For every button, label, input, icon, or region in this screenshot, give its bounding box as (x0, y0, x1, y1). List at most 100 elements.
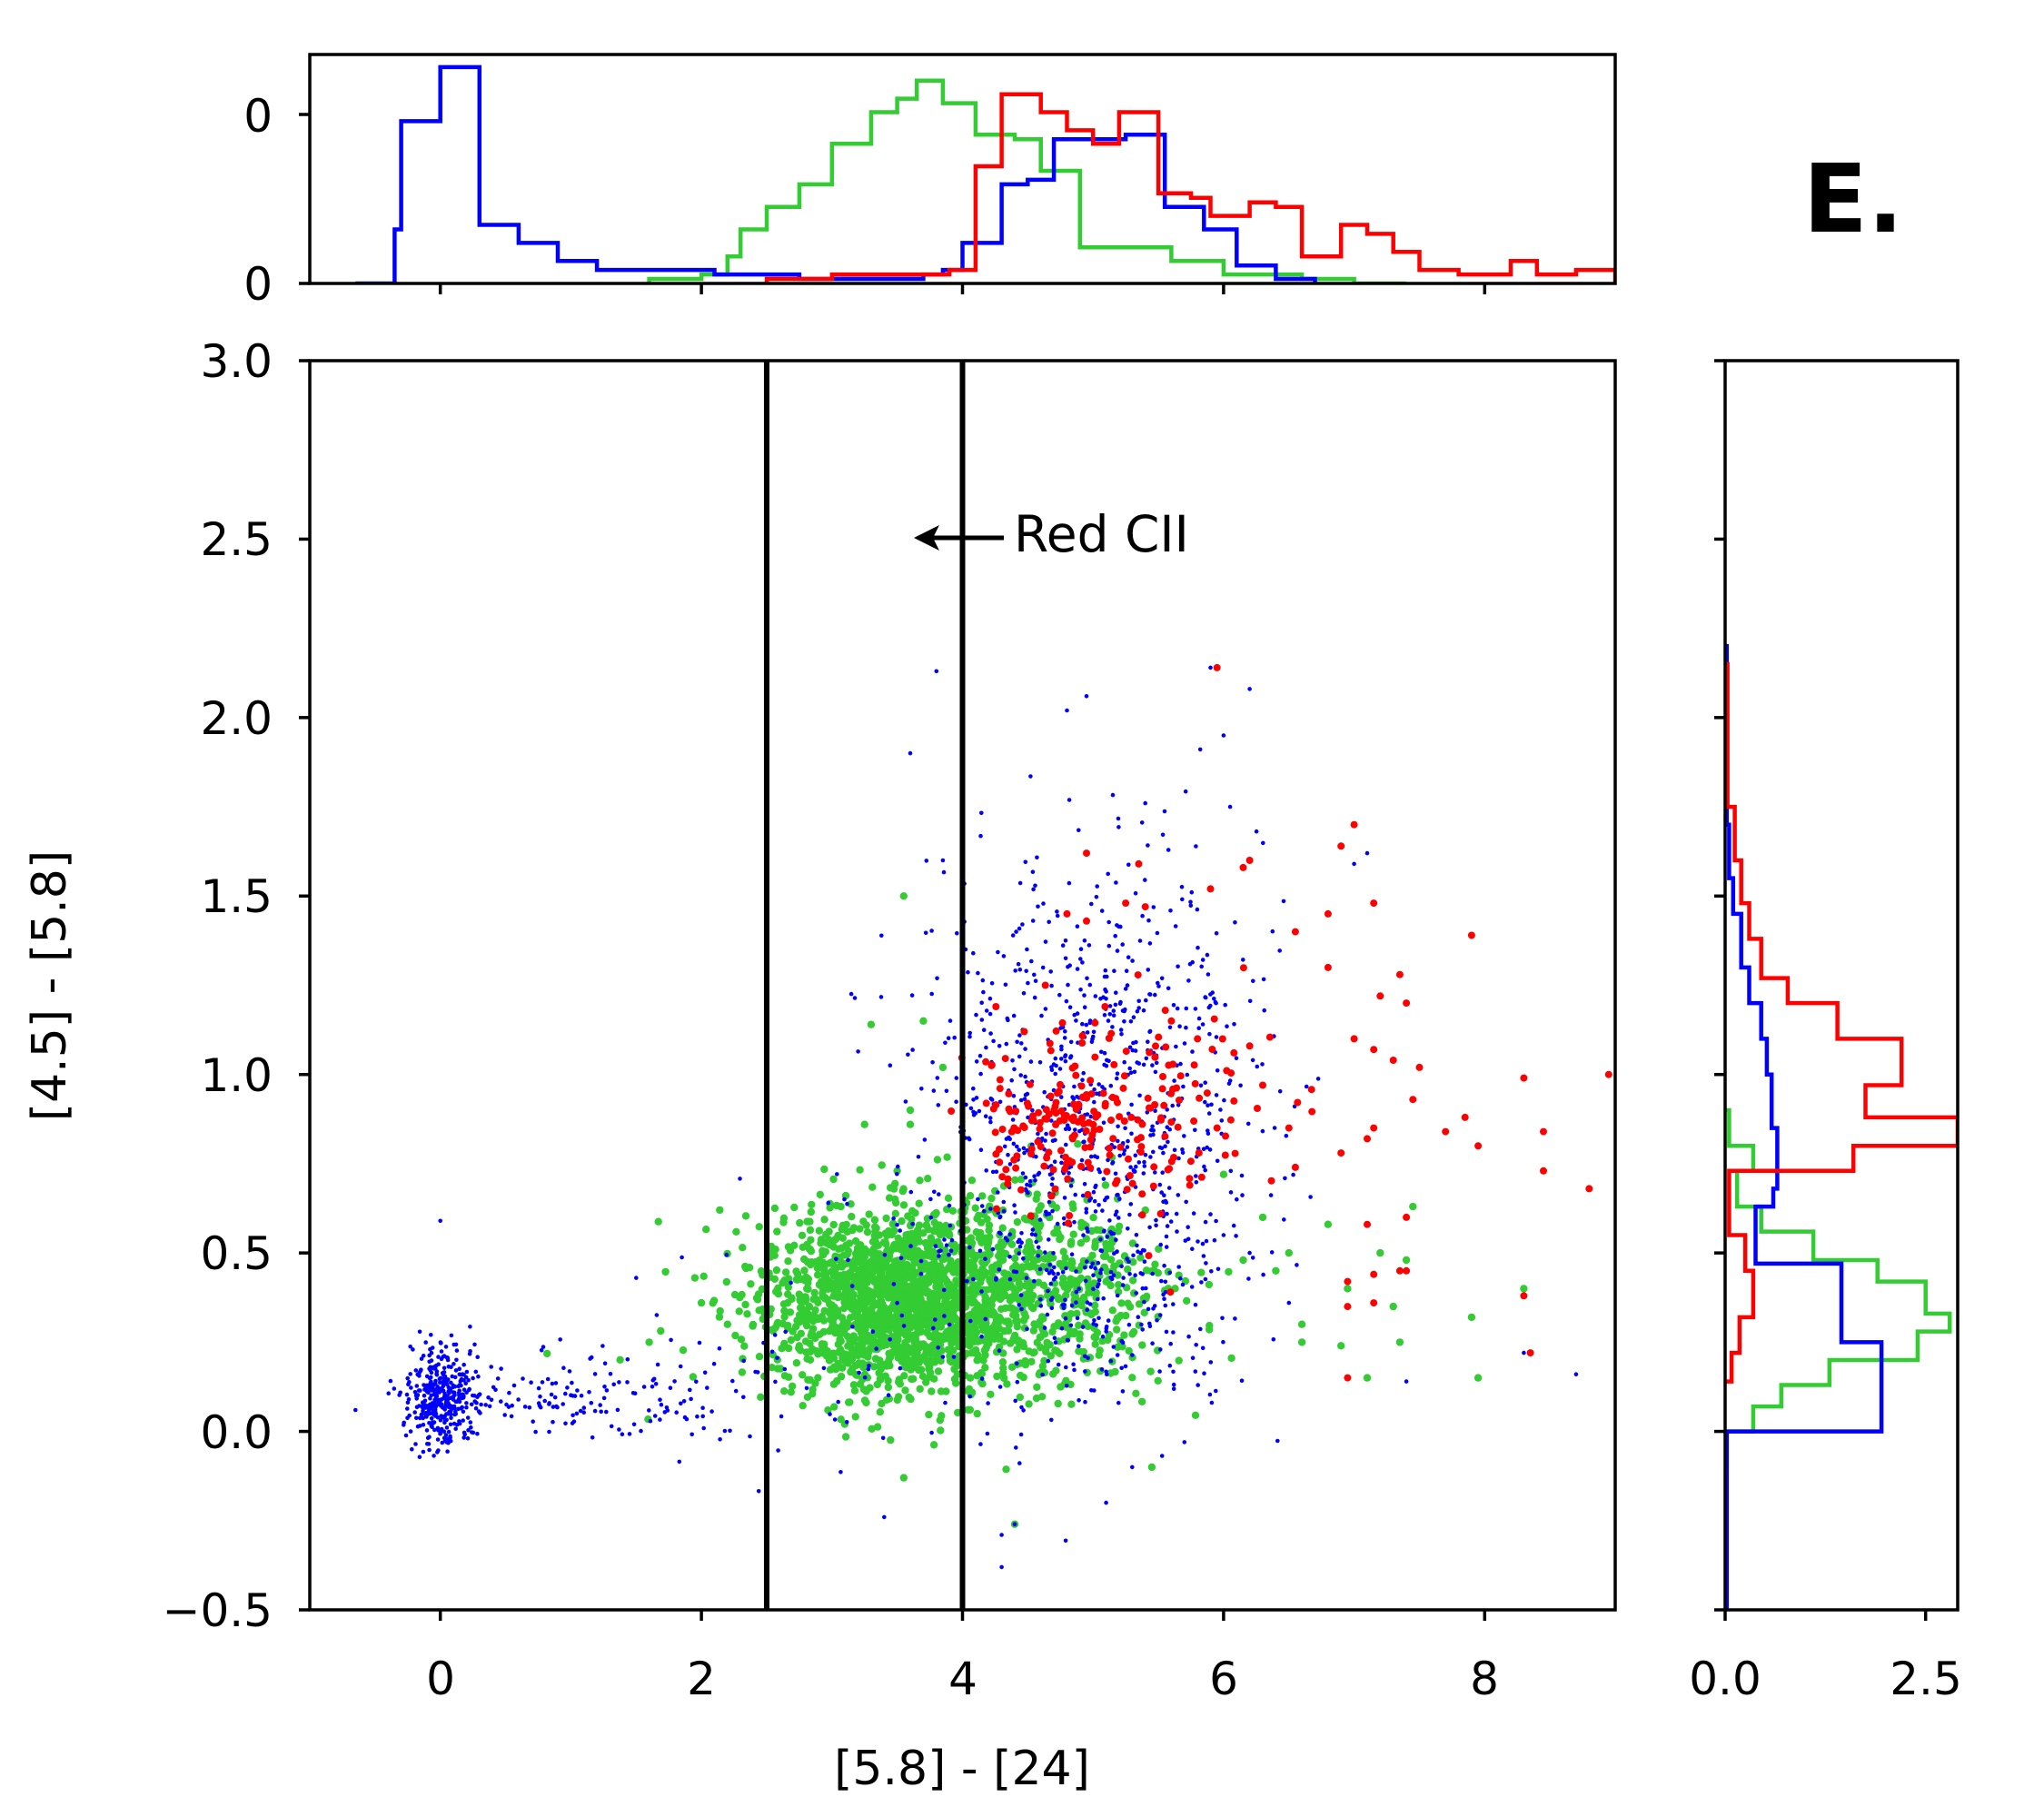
blue-point (976, 1196, 980, 1202)
blue-point (1132, 1069, 1137, 1075)
blue-point (690, 1432, 694, 1437)
green-point (887, 1435, 895, 1445)
blue-point (1077, 1286, 1081, 1291)
blue-point (776, 1448, 780, 1453)
blue-point (1209, 1269, 1214, 1274)
blue-point (451, 1397, 456, 1402)
green-point (862, 1387, 870, 1395)
blue-point (1251, 978, 1255, 984)
blue-point (1099, 908, 1105, 913)
green-point (922, 1343, 930, 1351)
blue-point (1099, 1248, 1105, 1254)
red-point (1186, 1181, 1194, 1189)
blue-point (551, 1419, 555, 1425)
red-point (1161, 1007, 1169, 1015)
blue-point (1196, 1016, 1202, 1021)
blue-point (1163, 1144, 1167, 1148)
red-point (993, 1205, 1000, 1213)
blue-point (1120, 1340, 1126, 1345)
blue-point (625, 1357, 630, 1362)
green-point (1125, 1346, 1133, 1355)
blue-point (668, 1385, 673, 1390)
red-point (1540, 1127, 1547, 1136)
green-point (747, 1280, 755, 1288)
blue-point (420, 1412, 425, 1416)
green-point (979, 1210, 988, 1218)
blue-point (1110, 1160, 1116, 1165)
blue-point (971, 1097, 976, 1102)
blue-point (1162, 1263, 1166, 1268)
blue-point (432, 1392, 437, 1397)
green-point (1049, 1370, 1057, 1378)
green-point (878, 1161, 886, 1169)
red-point (1164, 1166, 1172, 1174)
blue-point (499, 1399, 503, 1404)
green-point (787, 1388, 795, 1396)
green-point (1297, 1320, 1306, 1328)
blue-point (1049, 1417, 1054, 1423)
blue-point (1143, 800, 1147, 806)
main-axis-ticks (299, 359, 1487, 1621)
green-point (946, 1352, 954, 1361)
green-point (915, 1199, 923, 1207)
green-point (858, 1314, 866, 1322)
blue-point (430, 1401, 435, 1405)
blue-point (1027, 1183, 1033, 1188)
blue-point (1063, 1028, 1067, 1034)
xtick-label: 4 (948, 1653, 977, 1705)
green-point (993, 1372, 1001, 1381)
blue-point (769, 1349, 775, 1355)
red-point (1025, 1102, 1033, 1110)
blue-point (1037, 1170, 1042, 1176)
blue-point (701, 1425, 706, 1431)
green-point (873, 1255, 881, 1263)
blue-point (469, 1402, 474, 1407)
blue-point (1036, 1245, 1041, 1250)
green-point (911, 1209, 919, 1217)
blue-point (1071, 1362, 1076, 1366)
blue-point (511, 1383, 517, 1388)
green-point (799, 1371, 807, 1379)
red-point (1057, 1147, 1065, 1155)
green-point (1054, 1229, 1062, 1237)
blue-point (1122, 1148, 1127, 1153)
blue-point (979, 1334, 984, 1339)
green-point (1118, 1343, 1126, 1351)
blue-point (974, 1059, 979, 1064)
blue-point (1121, 1151, 1126, 1157)
green-point (861, 1259, 869, 1267)
green-point (867, 1020, 876, 1028)
green-point (1151, 1260, 1159, 1268)
blue-point (435, 1450, 440, 1455)
blue-point (431, 1408, 436, 1414)
blue-point (997, 1214, 1003, 1219)
blue-point (1239, 1173, 1245, 1178)
blue-point (655, 1362, 660, 1367)
blue-point (434, 1372, 439, 1376)
green-point (789, 1382, 797, 1391)
blue-point (1207, 1031, 1212, 1037)
blue-point (1214, 931, 1219, 936)
green-point (873, 1423, 882, 1431)
green-point (797, 1297, 805, 1306)
blue-point (1067, 880, 1072, 886)
green-point (1093, 1328, 1102, 1337)
blue-point (741, 1358, 746, 1364)
green-point (987, 1301, 996, 1309)
blue-point (974, 1096, 979, 1100)
blue-point (1077, 1398, 1081, 1403)
blue-point (1111, 1273, 1116, 1277)
blue-point (1051, 1251, 1056, 1256)
blue-point (948, 1018, 953, 1023)
blue-point (1106, 943, 1112, 948)
red-point (1191, 1079, 1199, 1087)
green-point (981, 1364, 989, 1372)
green-point (942, 1387, 950, 1395)
green-point (809, 1316, 818, 1326)
blue-point (1093, 1266, 1097, 1271)
blue-point (487, 1404, 492, 1409)
green-point (1128, 1239, 1137, 1247)
blue-point (449, 1412, 453, 1416)
blue-point (1091, 1322, 1096, 1326)
right-xtick-label: 0.0 (1689, 1653, 1761, 1705)
